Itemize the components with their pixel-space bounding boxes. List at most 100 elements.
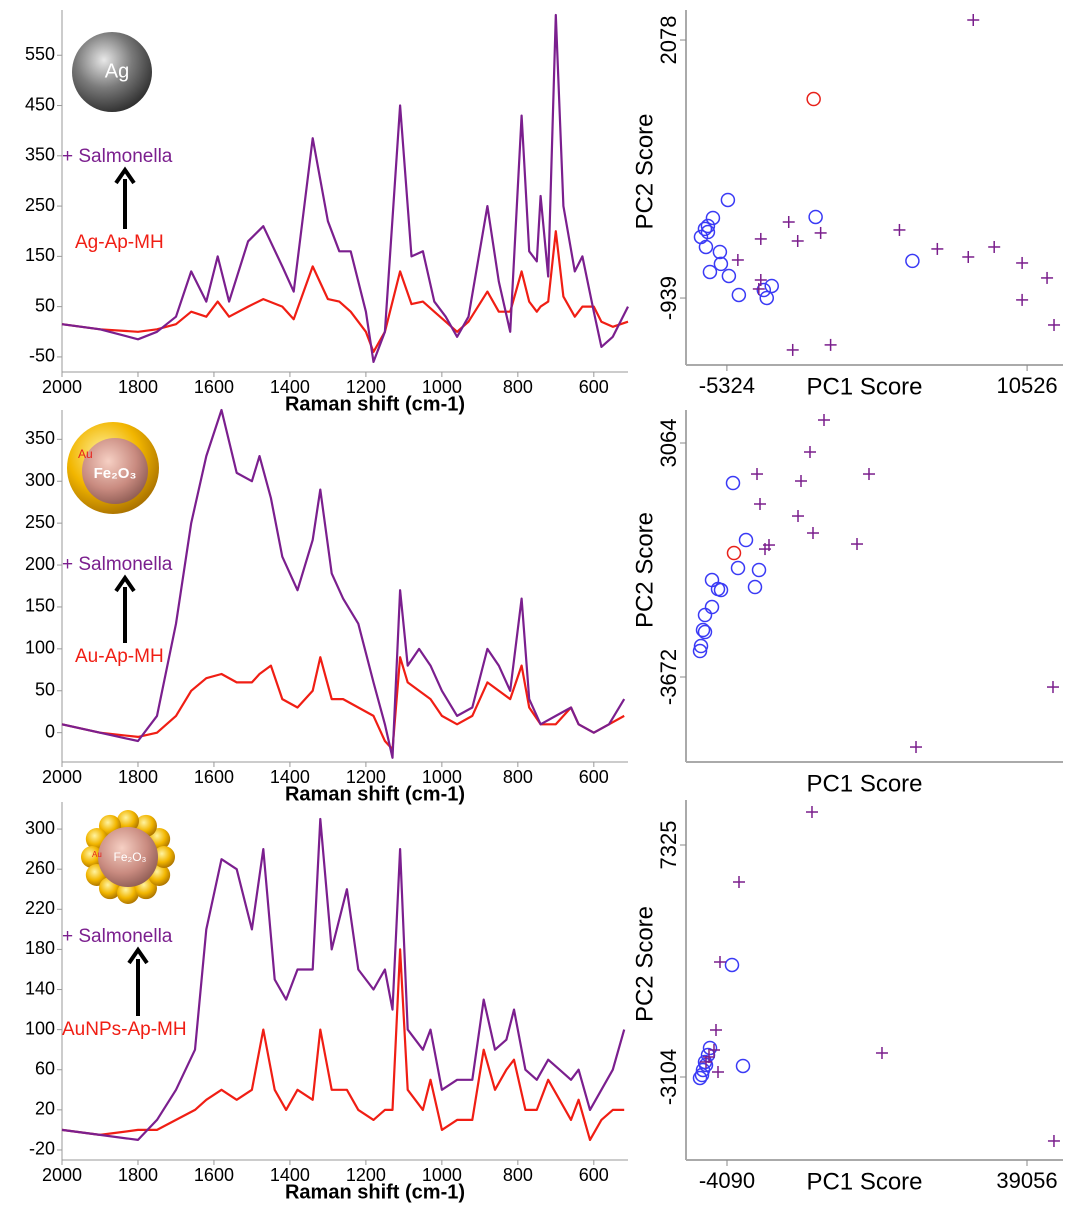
circle-point (739, 534, 752, 547)
y-axis-label: PC2 Score (631, 113, 658, 229)
x-tick-label: -4090 (699, 1168, 755, 1193)
ag-icon: Ag (72, 32, 152, 112)
circle-point (698, 222, 711, 235)
y-tick-label: 140 (25, 978, 55, 998)
circle-point (809, 210, 822, 223)
plus-point (1048, 319, 1060, 331)
plus-point (807, 527, 819, 539)
plus-point (751, 468, 763, 480)
y-tick-label: -3672 (656, 649, 681, 705)
plus-point (733, 876, 745, 888)
plus-point (783, 216, 795, 228)
plus-point (795, 475, 807, 487)
plus-point (931, 243, 943, 255)
circle-point (736, 1059, 749, 1072)
y-tick-label: 450 (25, 94, 55, 114)
plus-point (792, 510, 804, 522)
plus-point (806, 806, 818, 818)
y-axis-label: PC2 Score (631, 512, 658, 628)
circle-point (699, 240, 712, 253)
x-tick-label: -5324 (699, 373, 755, 398)
y-tick-label: 180 (25, 938, 55, 958)
icon-label: Fe₂O₃ (94, 465, 137, 482)
x-tick-label: 1600 (194, 1165, 234, 1185)
plus-point (792, 235, 804, 247)
circle-point (753, 564, 766, 577)
x-axis-label: Raman shift (cm-1) (285, 783, 465, 805)
x-axis-label: Raman shift (cm-1) (285, 393, 465, 415)
x-axis-label: PC1 Score (806, 373, 922, 400)
y-tick-label: 3064 (656, 419, 681, 468)
y-tick-label: 220 (25, 898, 55, 918)
x-tick-label: 2000 (42, 767, 82, 787)
y-tick-label: 200 (25, 554, 55, 574)
plus-point (714, 956, 726, 968)
figure: Ag Au Fe₂O₃ Au Fe₂O₃ -505015025035045055… (0, 0, 1074, 1212)
x-tick-label: 1600 (194, 767, 234, 787)
x-tick-label: 800 (503, 1165, 533, 1185)
y-tick-label: -3104 (656, 1049, 681, 1105)
x-tick-label: 600 (579, 377, 609, 397)
plus-point (1016, 294, 1028, 306)
aunps-fe2o3-icon: Au Fe₂O₃ (81, 810, 175, 904)
x-tick-label: 1800 (118, 377, 158, 397)
icon-label: Fe₂O₃ (114, 850, 147, 864)
x-tick-label: 1800 (118, 767, 158, 787)
circle-point (760, 291, 773, 304)
y-tick-label: 150 (25, 245, 55, 265)
plus-point (876, 1047, 888, 1059)
y-tick-label: 350 (25, 145, 55, 165)
plus-point (863, 468, 875, 480)
plus-point (818, 414, 830, 426)
circle-point (725, 958, 738, 971)
plus-point (967, 14, 979, 26)
circle-point (906, 254, 919, 267)
plus-point (710, 1024, 722, 1036)
circle-point (714, 257, 727, 270)
x-tick-label: 10526 (996, 373, 1057, 398)
plus-point (815, 227, 827, 239)
x-tick-label: 800 (503, 767, 533, 787)
y-tick-label: 20 (35, 1099, 55, 1119)
series-label: + Salmonella (62, 554, 173, 575)
circle-point (765, 279, 778, 292)
x-tick-label: 600 (579, 1165, 609, 1185)
circle-point (705, 601, 718, 614)
plus-point (1048, 1135, 1060, 1147)
x-tick-label: 1800 (118, 1165, 158, 1185)
series-label: Ag-Ap-MH (75, 232, 164, 253)
au-fe2o3-icon: Au Fe₂O₃ (67, 422, 159, 514)
y-tick-label: 100 (25, 638, 55, 658)
plus-point (712, 1066, 724, 1078)
y-tick-label: 150 (25, 596, 55, 616)
plus-point (755, 233, 767, 245)
y-tick-label: 100 (25, 1018, 55, 1038)
plus-point (825, 339, 837, 351)
plus-point (988, 241, 1000, 253)
x-tick-label: 1600 (194, 377, 234, 397)
circle-point (726, 477, 739, 490)
plus-point (732, 254, 744, 266)
circle-point (732, 288, 745, 301)
y-tick-label: -50 (29, 346, 55, 366)
y-axis-label: PC2 Score (631, 906, 658, 1022)
y-tick-label: 300 (25, 818, 55, 838)
x-tick-label: 2000 (42, 1165, 82, 1185)
plus-point (1041, 272, 1053, 284)
y-tick-label: -939 (656, 276, 681, 320)
y-tick-label: 2078 (656, 16, 681, 65)
x-tick-label: 600 (579, 767, 609, 787)
x-axis-label: PC1 Score (806, 770, 922, 797)
y-tick-label: -20 (29, 1139, 55, 1159)
x-tick-label: 800 (503, 377, 533, 397)
x-axis-label: PC1 Score (806, 1168, 922, 1195)
circle-point (807, 93, 820, 106)
circle-point (727, 547, 740, 560)
plus-point (851, 538, 863, 550)
x-tick-label: 39056 (996, 1168, 1057, 1193)
circle-point (748, 581, 761, 594)
y-tick-label: 250 (25, 195, 55, 215)
y-tick-label: 7325 (656, 821, 681, 870)
y-tick-label: 300 (25, 470, 55, 490)
circle-point (703, 265, 716, 278)
